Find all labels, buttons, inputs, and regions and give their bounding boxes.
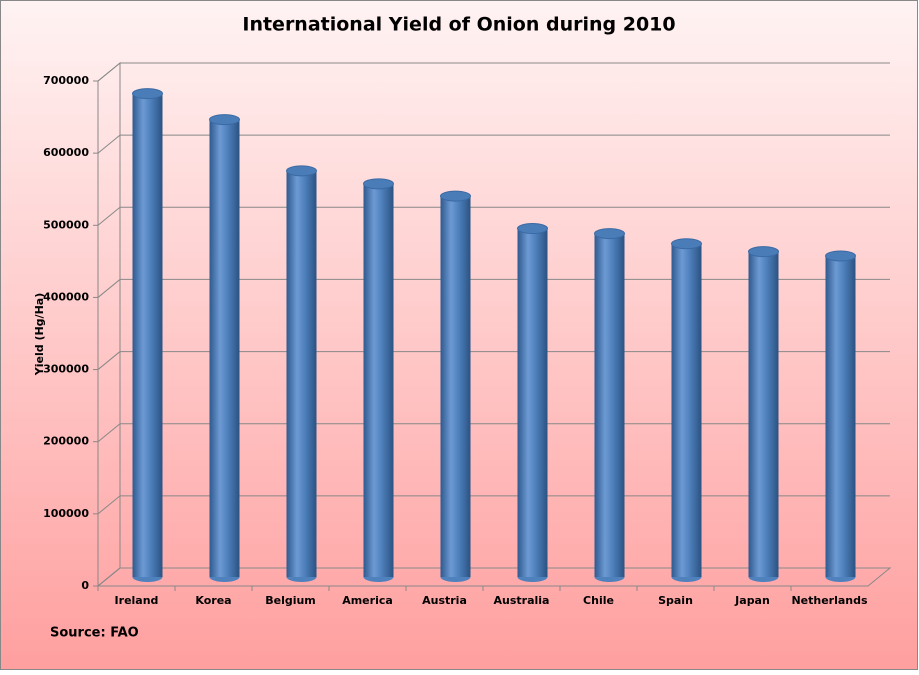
grid-line	[97, 351, 121, 370]
y-tick-label: 100000	[43, 507, 89, 520]
bar	[594, 233, 625, 577]
x-tick-label: America	[342, 594, 393, 607]
bar-top	[748, 246, 779, 258]
bar-top	[440, 190, 471, 202]
x-tick-label: Netherlands	[791, 594, 868, 607]
bar	[748, 251, 779, 577]
source-note: Source: FAO	[50, 626, 139, 641]
y-tick-label: 400000	[43, 290, 89, 303]
bar-top	[594, 228, 625, 240]
chart-title: International Yield of Onion during 2010	[242, 14, 675, 36]
y-tick-label: 600000	[43, 146, 89, 159]
bar	[363, 183, 394, 578]
y-tick-label: 500000	[43, 218, 89, 231]
bar-top	[209, 114, 240, 126]
bar	[440, 196, 471, 578]
grid-line	[97, 62, 121, 82]
x-tick-label: Spain	[658, 594, 693, 607]
y-axis-label: Yield (Hg/Ha)	[33, 293, 46, 376]
bar-top	[363, 178, 394, 190]
bar-top	[671, 238, 702, 250]
x-tick-label: Korea	[195, 594, 231, 607]
x-tick-label: Japan	[734, 594, 770, 607]
bar	[825, 255, 856, 577]
y-tick-label: 0	[81, 579, 89, 592]
y-tick-label: 700000	[43, 74, 89, 87]
x-tick-label: Austria	[422, 594, 467, 607]
bar	[209, 119, 240, 577]
bar-top	[825, 250, 856, 262]
bar	[286, 170, 317, 578]
x-tick-label: Belgium	[265, 594, 316, 607]
grid-line	[97, 567, 121, 587]
y-tick-label: 200000	[43, 435, 89, 448]
y-tick-label: 300000	[43, 363, 89, 376]
x-tick-label: Australia	[494, 594, 550, 607]
grid-line	[97, 206, 121, 226]
bar	[671, 243, 702, 577]
grid-line	[97, 495, 121, 515]
grid-line	[97, 279, 121, 298]
bar	[517, 228, 548, 578]
x-tick-label: Ireland	[115, 594, 159, 607]
x-tick-label: Chile	[583, 594, 614, 607]
bar-top	[517, 223, 548, 235]
bar-top	[286, 165, 317, 177]
bar	[132, 93, 163, 578]
bar-top	[132, 88, 163, 100]
grid-line	[97, 134, 121, 154]
grid-line	[97, 423, 121, 443]
